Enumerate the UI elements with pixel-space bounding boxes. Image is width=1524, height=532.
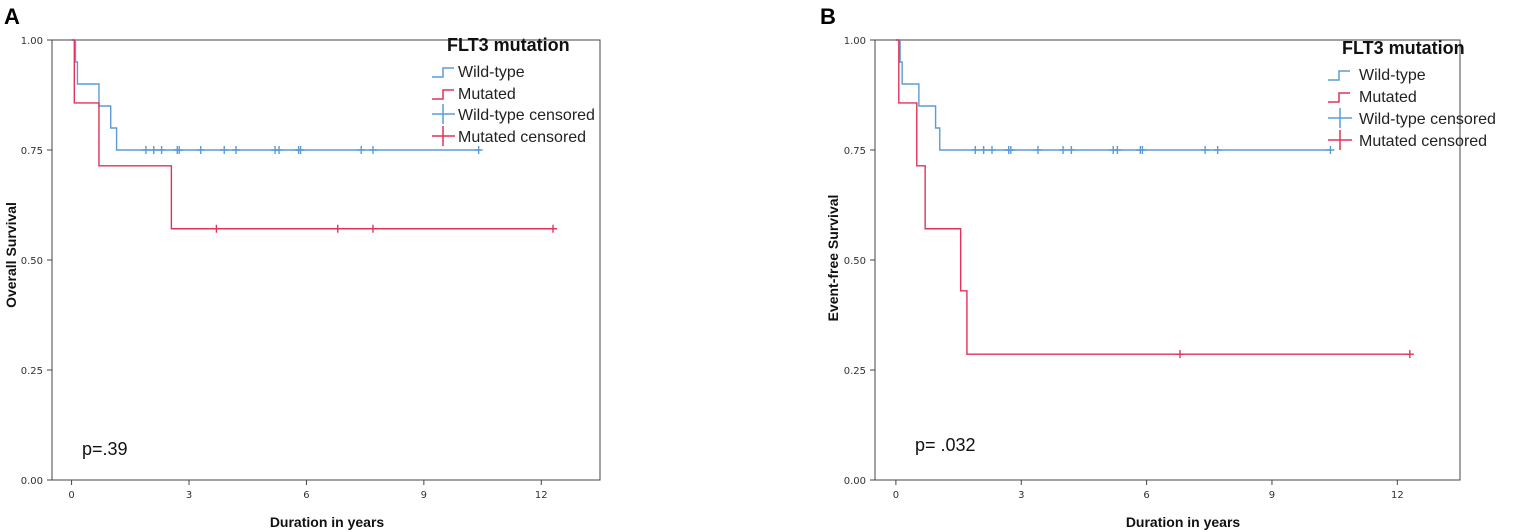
mutated-line-swatch	[432, 89, 454, 100]
wild-type-censor-mark	[474, 146, 483, 154]
y-tick-label: 0.50	[21, 256, 43, 267]
mutated-censor-mark	[1176, 350, 1185, 359]
y-tick-label: 0.25	[844, 366, 866, 377]
y-tick-label: 0.75	[21, 146, 43, 157]
mutated-censor-mark	[368, 224, 377, 233]
x-tick-label: 12	[1391, 490, 1404, 501]
legend-title: FLT3 mutation	[1342, 38, 1465, 58]
mutated-survival-curve	[895, 39, 1410, 355]
legend-item-wild-type: Wild-type	[1328, 67, 1426, 84]
x-axis-title: Duration in years	[270, 514, 385, 530]
wild-type-censor-mark	[141, 146, 150, 154]
plot-area: 0 3 6 9 12 0.00 0.25 0.50 0.75 1.00	[844, 36, 1461, 501]
plot-frame	[51, 39, 601, 481]
legend-item-mutated: Mutated	[432, 86, 516, 103]
legend-title: FLT3 mutation	[447, 35, 570, 55]
wild-type-censor-mark	[157, 146, 166, 154]
y-tick-label: 0.25	[21, 366, 43, 377]
mutated-line-swatch	[1328, 92, 1350, 103]
legend: FLT3 mutation Wild-type Mutated Wild-typ…	[432, 35, 595, 146]
wild-type-censor-mark	[1138, 146, 1147, 154]
legend-item-wild-type-censored: Wild-type censored	[1328, 108, 1496, 128]
x-tick-label: 0	[893, 490, 899, 501]
plot-frame	[874, 39, 1461, 481]
wild-type-censor-mark	[231, 146, 240, 154]
legend-item-wild-type-censored: Wild-type censored	[432, 104, 595, 124]
y-tick-label: 0.00	[844, 476, 866, 487]
wild-type-survival-curve	[71, 39, 479, 151]
x-tick-label: 9	[1269, 490, 1275, 501]
wild-type-survival-curve	[895, 39, 1331, 151]
x-tick-label: 3	[1018, 490, 1024, 501]
wild-type-censor-mark	[196, 146, 205, 154]
p-value-annotation: p=.39	[82, 439, 128, 459]
wild-type-censor-mark	[1213, 146, 1222, 154]
panel-b: B 0 3 6 9 12 0.00 0.25 0.50 0.75 1.00 Duration in…	[820, 4, 1496, 530]
wild-type-line-swatch	[1328, 70, 1350, 81]
legend-item-mutated-censored: Mutated censored	[1328, 130, 1487, 150]
y-tick-label: 0.75	[844, 146, 866, 157]
wild-type-censor-mark	[971, 146, 980, 154]
wild-type-censor-mark	[1006, 146, 1015, 154]
legend-item-wild-type: Wild-type	[432, 64, 525, 81]
wild-type-censor-mark	[1059, 146, 1068, 154]
legend-item-mutated-censored: Mutated censored	[432, 126, 586, 146]
legend-label: Mutated censored	[1359, 133, 1487, 150]
x-tick-label: 6	[1143, 490, 1149, 501]
wild-type-censor-mark	[1201, 146, 1210, 154]
x-tick-label: 6	[303, 490, 309, 501]
plot-area: 0 3 6 9 12 0.00 0.25 0.50 0.75 1.00	[21, 36, 601, 501]
wild-type-censor-mark	[296, 146, 305, 154]
wild-type-censor-mark	[357, 146, 366, 154]
panel-a: A 0 3 6 9 12 0.00 0.25 0.50 0.75 1.00 Duration in…	[3, 4, 601, 530]
wild-type-censor-mark	[220, 146, 229, 154]
wild-type-censor-mark	[1067, 146, 1076, 154]
wild-type-line-swatch	[432, 67, 454, 78]
y-tick-label: 0.00	[21, 476, 43, 487]
x-tick-label: 9	[421, 490, 427, 501]
panel-label: B	[820, 4, 836, 29]
y-tick-label: 1.00	[844, 36, 866, 47]
legend-label: Mutated	[458, 86, 516, 103]
mutated-censor-mark	[212, 224, 221, 233]
x-tick-label: 3	[186, 490, 192, 501]
legend-label: Wild-type censored	[458, 107, 595, 124]
mutated-censor-swatch	[432, 126, 455, 146]
mutated-censor-mark	[549, 224, 558, 233]
wild-type-censor-mark	[988, 146, 996, 154]
wild-type-censor-swatch	[1328, 108, 1352, 128]
wild-type-censor-mark	[1326, 146, 1335, 154]
legend: FLT3 mutation Wild-type Mutated Wild-typ…	[1328, 38, 1496, 150]
wild-type-censor-mark	[1113, 146, 1122, 154]
wild-type-censor-mark	[979, 146, 988, 154]
mutated-censor-mark	[333, 224, 342, 233]
y-axis-title: Overall Survival	[3, 202, 19, 308]
p-value-annotation: p= .032	[915, 435, 976, 455]
wild-type-censor-swatch	[432, 104, 455, 124]
legend-label: Wild-type	[1359, 67, 1426, 84]
legend-label: Wild-type censored	[1359, 111, 1496, 128]
x-tick-label: 0	[68, 490, 74, 501]
legend-item-mutated: Mutated	[1328, 89, 1417, 106]
mutated-censor-swatch	[1328, 130, 1352, 150]
wild-type-censor-mark	[368, 146, 377, 154]
wild-type-censor-mark	[275, 146, 284, 154]
wild-type-censor-mark	[149, 146, 158, 154]
wild-type-censor-mark	[175, 146, 184, 154]
wild-type-censor-mark	[1033, 146, 1042, 154]
panel-label: A	[4, 4, 20, 29]
y-tick-label: 0.50	[844, 256, 866, 267]
legend-label: Mutated censored	[458, 129, 586, 146]
y-tick-label: 1.00	[21, 36, 43, 47]
legend-label: Mutated	[1359, 89, 1417, 106]
mutated-censor-mark	[1405, 350, 1414, 359]
legend-label: Wild-type	[458, 64, 525, 81]
mutated-survival-curve	[71, 39, 554, 230]
x-tick-label: 12	[535, 490, 548, 501]
x-axis-title: Duration in years	[1126, 514, 1241, 530]
y-axis-title: Event-free Survival	[825, 195, 841, 322]
